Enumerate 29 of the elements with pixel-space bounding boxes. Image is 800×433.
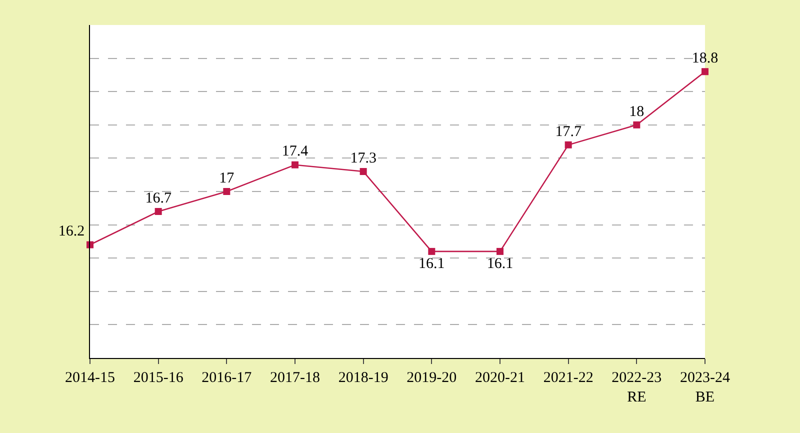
data-label: 16.7: [145, 190, 172, 206]
point: [496, 248, 504, 255]
point: [633, 121, 640, 128]
data-label: 17.4: [282, 144, 309, 160]
data-label: 16.1: [486, 256, 514, 272]
x-tick-label: 2021-22: [543, 370, 594, 386]
x-tick-label: 2018-19: [338, 370, 388, 386]
x-tick-label: 2020-21: [475, 370, 525, 386]
point: [360, 168, 367, 176]
point: [564, 141, 572, 148]
data-label: 17: [219, 170, 235, 186]
x-tick-label: 2015-16: [133, 370, 184, 386]
point: [154, 208, 162, 215]
x-tick-label: 2022-23 RE: [612, 370, 662, 406]
x-tick-label: 2017-18: [270, 370, 320, 386]
x-tick-label: 2019-20: [406, 370, 457, 386]
x-tick-label: 2014-15: [65, 370, 115, 386]
x-tick-label: 2016-17: [202, 370, 252, 386]
point: [292, 161, 298, 168]
data-label: 16.1: [418, 256, 445, 272]
point: [702, 68, 708, 76]
data-label: 16.2: [58, 224, 85, 240]
data-label: 17.3: [350, 150, 376, 166]
data-label: 18: [629, 104, 644, 120]
point: [428, 248, 436, 255]
point: [223, 188, 230, 195]
data-label: 17.7: [555, 124, 582, 140]
x-tick-label: 2023-24 BE: [680, 370, 730, 406]
data-label: 18.8: [692, 50, 718, 66]
